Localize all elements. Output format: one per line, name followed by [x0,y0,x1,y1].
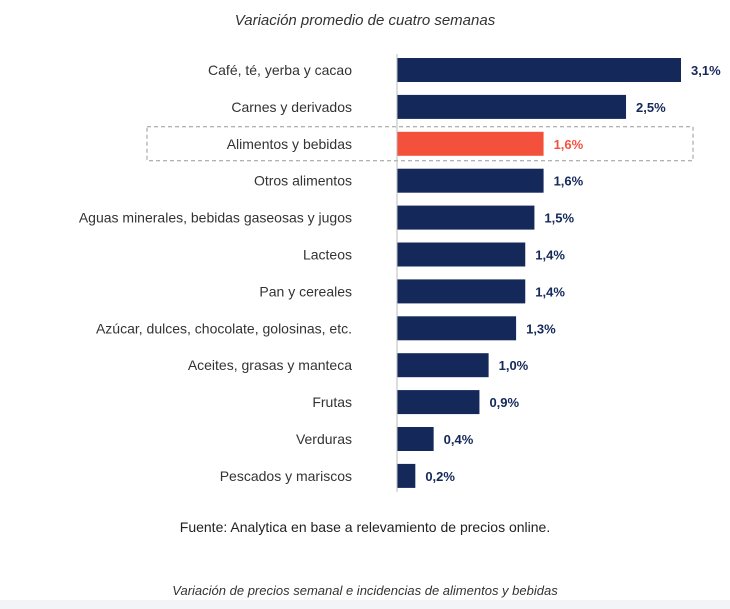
value-label: 2,5% [636,100,666,115]
category-label: Frutas [312,394,352,410]
source-note: Fuente: Analytica en base a relevamiento… [179,519,551,535]
bar [397,316,517,341]
value-label: 1,5% [544,211,574,226]
value-label: 1,6% [554,174,584,189]
bar [397,463,416,488]
value-label: 1,6% [554,137,584,152]
value-label: 3,1% [691,63,721,78]
footer-strip [0,600,730,609]
bar [397,242,526,267]
chart-title: Variación promedio de cuatro semanas [234,12,496,29]
category-label: Lacteos [303,247,352,263]
value-label: 1,0% [499,358,529,373]
highlight-box [146,126,694,162]
bar-chart: Café, té, yerba y cacao Carnes y derivado… [79,54,721,492]
bar [397,94,627,119]
bar [397,279,526,304]
bar [397,58,681,82]
value-label: 1,4% [535,284,565,299]
value-label: 1,3% [526,321,556,336]
category-label: Café, té, yerba y cacao [208,62,352,78]
category-label: Pan y cereales [259,283,352,299]
bar [397,390,480,415]
value-label: 0,2% [425,469,455,484]
category-label: Carnes y derivados [231,99,352,115]
bar [397,427,434,451]
category-label: Pescados y mariscos [220,468,352,484]
value-label: 0,9% [489,395,519,410]
category-label: Otros alimentos [254,173,352,189]
category-label: Aguas minerales, bebidas gaseosas y jugo… [79,210,352,226]
category-label: Aceites, grasas y manteca [188,357,352,373]
category-label: Alimentos y bebidas [227,136,352,152]
value-label: 0,4% [444,432,474,447]
bar-highlight [397,131,544,156]
bar [397,168,544,193]
bar [397,353,489,378]
figure-caption: Variación de precios semanal e incidenci… [172,583,558,598]
category-label: Azúcar, dulces, chocolate, golosinas, et… [96,320,352,336]
category-label: Verduras [296,431,352,447]
bar [397,205,535,230]
value-label: 1,4% [535,248,565,263]
